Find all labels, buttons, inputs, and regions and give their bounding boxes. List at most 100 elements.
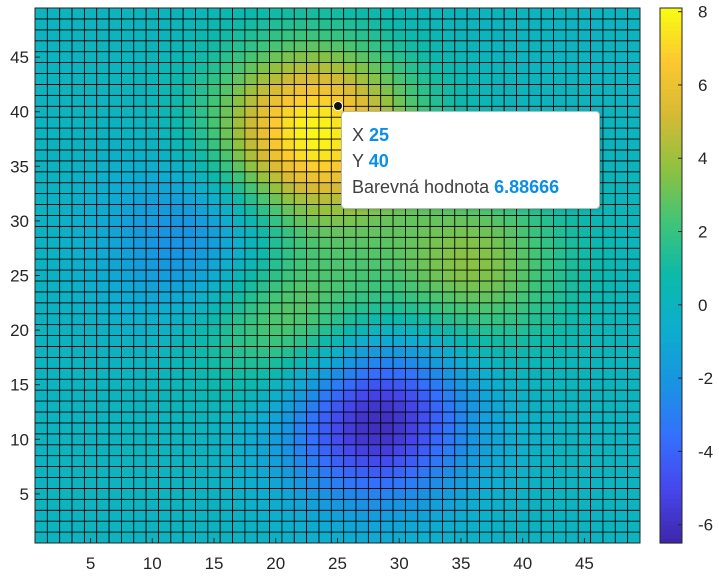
heatmap-cell[interactable] xyxy=(429,225,443,238)
heatmap-cell[interactable] xyxy=(195,215,209,227)
heatmap-cell[interactable] xyxy=(83,378,98,391)
heatmap-cell[interactable] xyxy=(145,105,159,118)
heatmap-cell[interactable] xyxy=(306,324,320,336)
heatmap-cell[interactable] xyxy=(170,149,184,162)
heatmap-cell[interactable] xyxy=(405,313,419,326)
heatmap-cell[interactable] xyxy=(627,127,641,140)
heatmap-cell[interactable] xyxy=(145,488,159,500)
heatmap-cell[interactable] xyxy=(343,291,357,304)
heatmap-cell[interactable] xyxy=(170,62,184,74)
heatmap-cell[interactable] xyxy=(479,356,493,369)
heatmap-cell[interactable] xyxy=(158,378,172,391)
heatmap-cell[interactable] xyxy=(182,389,196,402)
heatmap-cell[interactable] xyxy=(256,356,270,369)
heatmap-cell[interactable] xyxy=(306,7,320,20)
heatmap-cell[interactable] xyxy=(232,291,246,304)
heatmap-cell[interactable] xyxy=(516,280,530,293)
heatmap-cell[interactable] xyxy=(158,466,172,478)
heatmap-cell[interactable] xyxy=(565,84,579,96)
heatmap-cell[interactable] xyxy=(503,477,517,489)
heatmap-cell[interactable] xyxy=(269,400,283,413)
heatmap-cell[interactable] xyxy=(145,215,159,227)
heatmap-cell[interactable] xyxy=(133,182,147,195)
heatmap-cell[interactable] xyxy=(590,367,604,380)
heatmap-cell[interactable] xyxy=(565,269,579,282)
heatmap-cell[interactable] xyxy=(466,422,480,435)
heatmap-cell[interactable] xyxy=(405,477,419,489)
heatmap-cell[interactable] xyxy=(343,498,357,511)
heatmap-cell[interactable] xyxy=(614,455,629,467)
heatmap-cell[interactable] xyxy=(71,498,85,511)
heatmap-cell[interactable] xyxy=(367,400,382,413)
heatmap-cell[interactable] xyxy=(219,160,233,173)
heatmap-cell[interactable] xyxy=(516,422,530,435)
heatmap-cell[interactable] xyxy=(244,520,258,533)
heatmap-cell[interactable] xyxy=(614,105,629,118)
heatmap-cell[interactable] xyxy=(133,62,147,74)
heatmap-cell[interactable] xyxy=(170,367,184,380)
heatmap-cell[interactable] xyxy=(627,94,641,107)
heatmap-cell[interactable] xyxy=(602,455,616,467)
heatmap-cell[interactable] xyxy=(590,346,604,358)
heatmap-cell[interactable] xyxy=(454,466,468,478)
heatmap-cell[interactable] xyxy=(627,488,641,500)
heatmap-cell[interactable] xyxy=(121,291,135,304)
heatmap-cell[interactable] xyxy=(330,433,345,446)
heatmap-cell[interactable] xyxy=(540,84,554,96)
heatmap-cell[interactable] xyxy=(343,411,357,424)
heatmap-cell[interactable] xyxy=(158,531,172,544)
heatmap-cell[interactable] xyxy=(306,411,320,424)
heatmap-cell[interactable] xyxy=(614,324,629,336)
heatmap-cell[interactable] xyxy=(553,444,567,457)
heatmap-cell[interactable] xyxy=(318,73,332,85)
heatmap-cell[interactable] xyxy=(503,400,517,413)
heatmap-cell[interactable] xyxy=(355,215,369,227)
heatmap-cell[interactable] xyxy=(367,335,382,347)
heatmap-cell[interactable] xyxy=(540,258,554,271)
heatmap-cell[interactable] xyxy=(108,51,122,63)
heatmap-cell[interactable] xyxy=(355,51,369,63)
heatmap-cell[interactable] xyxy=(466,302,480,315)
heatmap-cell[interactable] xyxy=(195,488,209,500)
heatmap-cell[interactable] xyxy=(182,62,196,74)
heatmap-cell[interactable] xyxy=(479,40,493,53)
heatmap-cell[interactable] xyxy=(182,488,196,500)
heatmap-cell[interactable] xyxy=(83,62,98,74)
heatmap-cell[interactable] xyxy=(71,18,85,31)
heatmap-cell[interactable] xyxy=(466,313,480,326)
heatmap-cell[interactable] xyxy=(96,422,110,435)
heatmap-cell[interactable] xyxy=(219,531,233,544)
heatmap-cell[interactable] xyxy=(293,116,308,129)
heatmap-cell[interactable] xyxy=(46,94,61,107)
heatmap-cell[interactable] xyxy=(121,422,135,435)
heatmap-cell[interactable] xyxy=(306,509,320,522)
heatmap-cell[interactable] xyxy=(108,116,122,129)
heatmap-cell[interactable] xyxy=(195,193,209,205)
heatmap-cell[interactable] xyxy=(454,18,468,31)
heatmap-cell[interactable] xyxy=(627,236,641,249)
heatmap-cell[interactable] xyxy=(318,280,332,293)
heatmap-cell[interactable] xyxy=(232,105,246,118)
heatmap-cell[interactable] xyxy=(330,40,345,53)
heatmap-cell[interactable] xyxy=(602,280,616,293)
heatmap-cell[interactable] xyxy=(343,400,357,413)
heatmap-cell[interactable] xyxy=(158,280,172,293)
heatmap-cell[interactable] xyxy=(516,324,530,336)
heatmap-cell[interactable] xyxy=(405,291,419,304)
heatmap-cell[interactable] xyxy=(96,247,110,260)
heatmap-cell[interactable] xyxy=(46,29,61,42)
heatmap-cell[interactable] xyxy=(442,466,456,478)
heatmap-cell[interactable] xyxy=(170,258,184,271)
heatmap-cell[interactable] xyxy=(83,225,98,238)
heatmap-cell[interactable] xyxy=(46,105,61,118)
heatmap-cell[interactable] xyxy=(34,356,48,369)
heatmap-cell[interactable] xyxy=(466,62,480,74)
heatmap-cell[interactable] xyxy=(158,520,172,533)
heatmap-cell[interactable] xyxy=(59,116,73,129)
heatmap-cell[interactable] xyxy=(121,51,135,63)
heatmap-cell[interactable] xyxy=(281,225,295,238)
heatmap-cell[interactable] xyxy=(466,40,480,53)
heatmap-cell[interactable] xyxy=(34,291,48,304)
heatmap-cell[interactable] xyxy=(71,509,85,522)
heatmap-cell[interactable] xyxy=(491,389,505,402)
